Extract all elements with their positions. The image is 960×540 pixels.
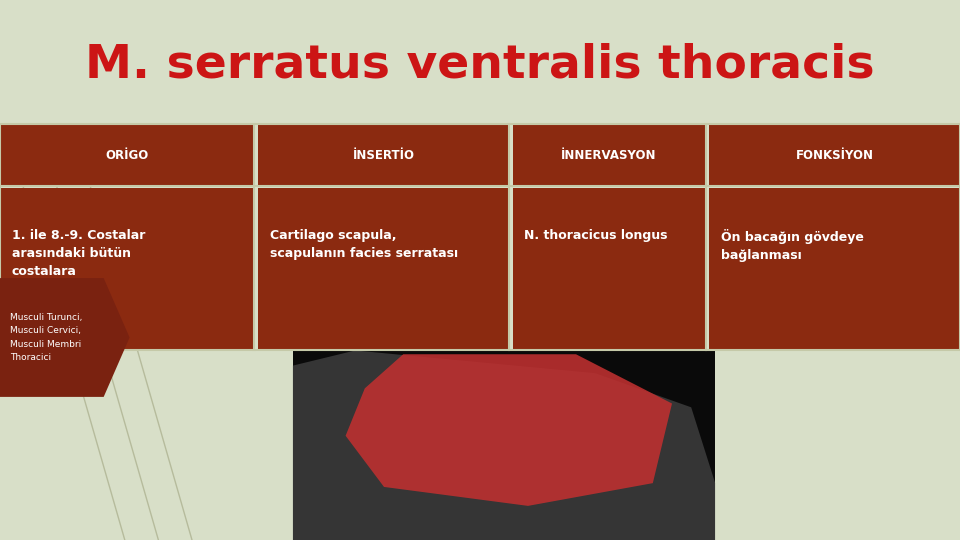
Text: Ön bacağın gövdeye
bağlanması: Ön bacağın gövdeye bağlanması <box>721 229 864 262</box>
Text: İNNERVASYON: İNNERVASYON <box>562 148 657 162</box>
Polygon shape <box>346 354 672 506</box>
FancyBboxPatch shape <box>258 124 509 186</box>
Polygon shape <box>0 278 130 397</box>
Text: M. serratus ventralis thoracis: M. serratus ventralis thoracis <box>85 42 875 87</box>
FancyBboxPatch shape <box>258 188 509 350</box>
Text: Musculi Turunci,
Musculi Cervici,
Musculi Membri
Thoracici: Musculi Turunci, Musculi Cervici, Muscul… <box>10 313 82 362</box>
FancyBboxPatch shape <box>0 188 254 350</box>
Text: ORİGO: ORİGO <box>106 148 149 162</box>
Text: 1. ile 8.-9. Costalar
arasındaki bütün
costalara: 1. ile 8.-9. Costalar arasındaki bütün c… <box>12 229 145 278</box>
FancyBboxPatch shape <box>709 124 960 186</box>
FancyBboxPatch shape <box>293 350 715 540</box>
Text: Cartilago scapula,
scapulanın facies serratası: Cartilago scapula, scapulanın facies ser… <box>270 229 458 260</box>
Text: İNSERTİO: İNSERTİO <box>352 148 415 162</box>
Text: N. thoracicus longus: N. thoracicus longus <box>524 229 667 242</box>
FancyBboxPatch shape <box>709 188 960 350</box>
Polygon shape <box>293 350 715 540</box>
FancyBboxPatch shape <box>0 124 254 186</box>
Text: FONKSİYON: FONKSİYON <box>796 148 874 162</box>
FancyBboxPatch shape <box>513 188 706 350</box>
FancyBboxPatch shape <box>513 124 706 186</box>
